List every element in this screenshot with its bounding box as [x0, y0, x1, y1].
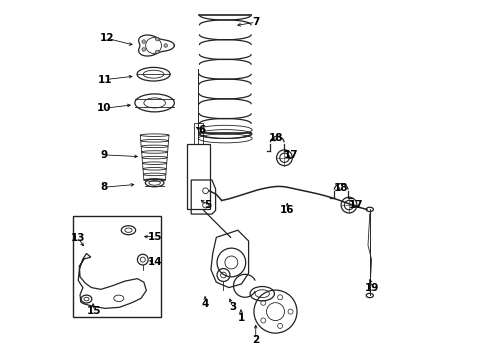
Text: 15: 15: [86, 306, 101, 316]
Text: 1: 1: [238, 313, 245, 323]
Circle shape: [142, 40, 146, 43]
Text: 19: 19: [365, 283, 379, 293]
Text: 18: 18: [334, 183, 348, 193]
Text: 9: 9: [101, 150, 108, 160]
Text: 4: 4: [202, 299, 209, 309]
Circle shape: [142, 48, 146, 51]
Text: 16: 16: [280, 206, 294, 216]
Text: 5: 5: [204, 200, 211, 210]
Text: 13: 13: [71, 233, 85, 243]
Text: 6: 6: [198, 125, 206, 135]
Bar: [194, 123, 203, 144]
Text: 10: 10: [97, 103, 112, 113]
Text: 8: 8: [101, 182, 108, 192]
Text: 12: 12: [99, 33, 114, 43]
Text: 18: 18: [270, 133, 284, 143]
Text: 3: 3: [229, 302, 236, 312]
Text: 7: 7: [252, 17, 259, 27]
Bar: [187, 144, 210, 209]
Text: 17: 17: [284, 150, 299, 160]
Text: 2: 2: [252, 334, 259, 345]
Text: 11: 11: [98, 75, 112, 85]
Text: 15: 15: [147, 232, 162, 242]
Text: 17: 17: [349, 200, 364, 210]
Circle shape: [164, 44, 168, 47]
Bar: [73, 216, 161, 317]
Circle shape: [155, 37, 159, 41]
Circle shape: [155, 50, 159, 54]
Text: 14: 14: [147, 257, 162, 267]
